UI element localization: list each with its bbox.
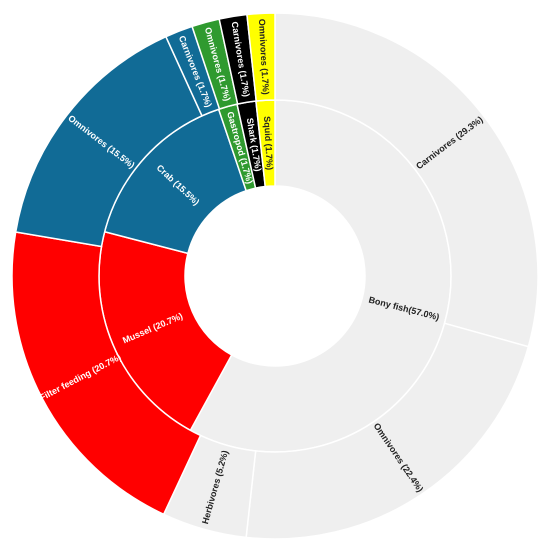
segment (245, 322, 530, 540)
segment (246, 12, 276, 102)
segment-label: Omnivores (1.7%) (257, 19, 271, 95)
segment (274, 12, 539, 348)
segment-label: Squid (1.7%) (262, 116, 275, 170)
segment (11, 231, 202, 516)
